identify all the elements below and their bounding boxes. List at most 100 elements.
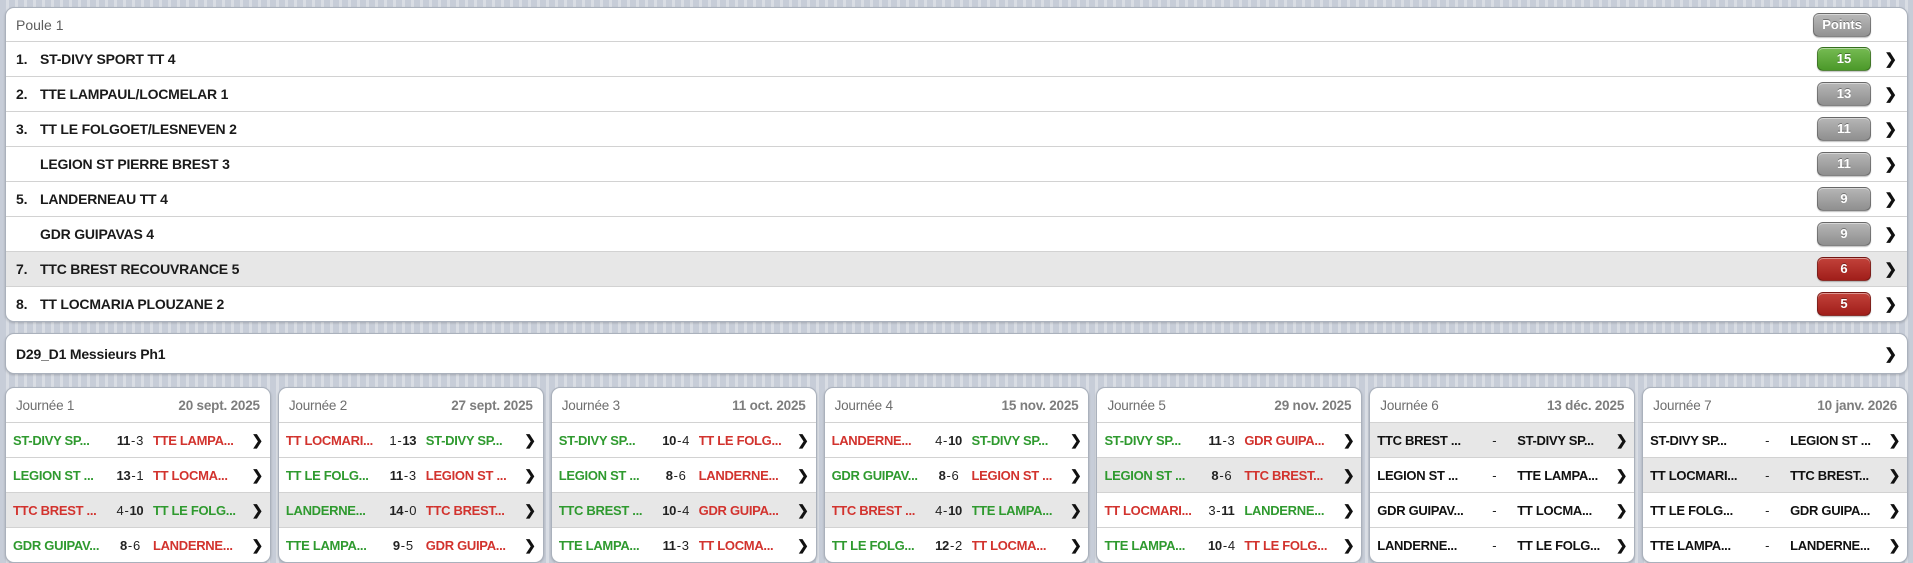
chevron-right-icon: ❯ (524, 466, 536, 483)
match-row[interactable]: LANDERNE... 4-10 ST-DIVY SP... ❯ (824, 422, 1089, 457)
chevron-right-icon: ❯ (1070, 466, 1082, 483)
standings-row[interactable]: 1. ST-DIVY SPORT TT 4 15 ❯ (6, 41, 1907, 76)
round-title: Journée 7 (1653, 397, 1712, 413)
round-matches: ST-DIVY SP... 11-3 GDR GUIPA... ❯ LEGION… (1097, 422, 1362, 562)
team-name: TTE LAMPAUL/LOCMELAR 1 (40, 86, 229, 102)
chevron-right-icon: ❯ (1884, 261, 1897, 278)
home-team-name: ST-DIVY SP... (558, 432, 636, 448)
match-row[interactable]: GDR GUIPAV... 8-6 LANDERNE... ❯ (6, 527, 270, 562)
division-label: D29_D1 Messieurs Ph1 (16, 345, 166, 362)
match-row[interactable]: LEGION ST ... 13-1 TT LOCMA... ❯ (6, 457, 270, 492)
home-team-name: TTC BREST ... (13, 502, 97, 518)
match-row[interactable]: GDR GUIPAV... 8-6 LEGION ST ... ❯ (824, 457, 1089, 492)
points-badge: 15 (1817, 47, 1871, 71)
round-card: Journée 7 10 janv. 2026 ST-DIVY SP... - … (1642, 387, 1909, 563)
away-team-name: TTE LAMPA... (971, 502, 1053, 518)
rounds-strip: Journée 1 20 sept. 2025 ST-DIVY SP... 11… (5, 387, 1909, 563)
points-badge: 5 (1817, 292, 1871, 316)
match-row[interactable]: ST-DIVY SP... 10-4 TT LE FOLG... ❯ (551, 422, 816, 457)
pool-title: Poule 1 (16, 16, 64, 33)
round-card: Journée 4 15 nov. 2025 LANDERNE... 4-10 … (823, 387, 1090, 563)
standings-row[interactable]: LEGION ST PIERRE BREST 3 11 ❯ (6, 146, 1907, 181)
match-score: 4-10 (935, 502, 962, 518)
match-row[interactable]: LEGION ST ... - TTE LAMPA... ❯ (1370, 457, 1635, 492)
chevron-right-icon: ❯ (1615, 466, 1628, 483)
chevron-right-icon: ❯ (1884, 296, 1897, 313)
match-row[interactable]: TT LE FOLG... - GDR GUIPA... ❯ (1643, 492, 1908, 527)
away-team-name: TTE LAMPA... (152, 432, 234, 448)
standings-row[interactable]: 8. TT LOCMARIA PLOUZANE 2 5 ❯ (6, 286, 1907, 321)
away-team-name: GDR GUIPA... (425, 537, 506, 553)
points-badge: 13 (1817, 82, 1871, 106)
chevron-right-icon: ❯ (1070, 536, 1082, 553)
away-team-name: TT LOCMA... (152, 467, 228, 483)
match-row[interactable]: LEGION ST ... 8-6 LANDERNE... ❯ (551, 457, 816, 492)
match-row[interactable]: TT LOCMARI... 1-13 ST-DIVY SP... ❯ (278, 422, 543, 457)
chevron-right-icon: ❯ (1884, 51, 1897, 68)
match-row[interactable]: GDR GUIPAV... - TT LOCMA... ❯ (1370, 492, 1635, 527)
chevron-right-icon: ❯ (1615, 501, 1628, 518)
rank-label: 1. (16, 51, 28, 67)
home-team-name: ST-DIVY SP... (1104, 432, 1181, 448)
match-row[interactable]: LANDERNE... - TT LE FOLG... ❯ (1370, 527, 1635, 562)
standings-row[interactable]: 3. TT LE FOLGOET/LESNEVEN 2 11 ❯ (6, 111, 1907, 146)
round-header: Journée 4 15 nov. 2025 (825, 388, 1089, 422)
standings-row[interactable]: 2. TTE LAMPAUL/LOCMELAR 1 13 ❯ (6, 76, 1907, 111)
chevron-right-icon: ❯ (524, 431, 536, 448)
chevron-right-icon: ❯ (1884, 156, 1897, 173)
chevron-right-icon: ❯ (1615, 536, 1628, 553)
match-row[interactable]: TT LE FOLG... 11-3 LEGION ST ... ❯ (278, 457, 543, 492)
rank-label: 8. (16, 296, 28, 312)
round-matches: TTC BREST ... - ST-DIVY SP... ❯ LEGION S… (1370, 422, 1635, 562)
standings-row[interactable]: GDR GUIPAVAS 4 9 ❯ (6, 216, 1907, 251)
chevron-right-icon: ❯ (1888, 466, 1901, 483)
chevron-right-icon: ❯ (524, 501, 536, 518)
match-row[interactable]: TTE LAMPA... 11-3 TT LOCMA... ❯ (551, 527, 816, 562)
match-row[interactable]: TTC BREST ... 10-4 GDR GUIPA... ❯ (551, 492, 816, 527)
match-score: 10-4 (662, 432, 690, 448)
round-title: Journée 4 (834, 397, 893, 413)
match-row[interactable]: TTE LAMPA... - LANDERNE... ❯ (1643, 527, 1908, 562)
chevron-right-icon: ❯ (1342, 466, 1355, 483)
match-row[interactable]: TTC BREST ... 4-10 TTE LAMPA... ❯ (824, 492, 1089, 527)
match-row[interactable]: ST-DIVY SP... - LEGION ST ... ❯ (1643, 422, 1908, 457)
away-team-name: LEGION ST ... (425, 467, 507, 483)
standings-row[interactable]: 7. TTC BREST RECOUVRANCE 5 6 ❯ (6, 251, 1907, 286)
division-bar[interactable]: D29_D1 Messieurs Ph1 ❯ (5, 333, 1908, 374)
away-team-name: ST-DIVY SP... (425, 432, 503, 448)
standings-row[interactable]: 5. LANDERNEAU TT 4 9 ❯ (6, 181, 1907, 216)
match-row[interactable]: TTC BREST ... 4-10 TT LE FOLG... ❯ (6, 492, 270, 527)
home-team-name: LEGION ST ... (1377, 467, 1458, 483)
match-row[interactable]: TT LOCMARI... - TTC BREST... ❯ (1643, 457, 1908, 492)
chevron-right-icon: ❯ (1884, 191, 1897, 208)
match-row[interactable]: ST-DIVY SP... 11-3 TTE LAMPA... ❯ (6, 422, 270, 457)
match-row[interactable]: LANDERNE... 14-0 TTC BREST... ❯ (278, 492, 543, 527)
match-row[interactable]: TTC BREST ... - ST-DIVY SP... ❯ (1370, 422, 1635, 457)
match-row[interactable]: TT LE FOLG... 12-2 TT LOCMA... ❯ (824, 527, 1089, 562)
team-name: ST-DIVY SPORT TT 4 (40, 51, 176, 67)
match-score: 13-1 (116, 467, 144, 483)
match-row[interactable]: TTE LAMPA... 10-4 TT LE FOLG... ❯ (1097, 527, 1362, 562)
round-matches: ST-DIVY SP... - LEGION ST ... ❯ TT LOCMA… (1643, 422, 1908, 562)
match-row[interactable]: TTE LAMPA... 9-5 GDR GUIPA... ❯ (278, 527, 543, 562)
home-team-name: LEGION ST ... (13, 467, 94, 483)
match-row[interactable]: LEGION ST ... 8-6 TTC BREST... ❯ (1097, 457, 1362, 492)
match-score: 14-0 (389, 502, 417, 518)
round-header: Journée 5 29 nov. 2025 (1097, 388, 1361, 422)
chevron-right-icon: ❯ (1884, 345, 1897, 363)
home-team-name: TTE LAMPA... (1650, 537, 1731, 553)
round-date: 11 oct. 2025 (732, 397, 806, 413)
rank-label: 7. (16, 261, 28, 277)
match-score: 10-4 (662, 502, 690, 518)
away-team-name: TT LOCMA... (698, 537, 774, 553)
round-date: 13 déc. 2025 (1546, 397, 1625, 413)
home-team-name: TT LOCMARI... (285, 432, 373, 448)
match-row[interactable]: ST-DIVY SP... 11-3 GDR GUIPA... ❯ (1097, 422, 1362, 457)
team-name: GDR GUIPAVAS 4 (40, 226, 154, 242)
chevron-right-icon: ❯ (797, 466, 809, 483)
home-team-name: TTE LAMPA... (1104, 537, 1186, 553)
home-team-name: ST-DIVY SP... (13, 432, 90, 448)
match-row[interactable]: TT LOCMARI... 3-11 LANDERNE... ❯ (1097, 492, 1362, 527)
away-team-name: LEGION ST ... (1790, 432, 1871, 448)
